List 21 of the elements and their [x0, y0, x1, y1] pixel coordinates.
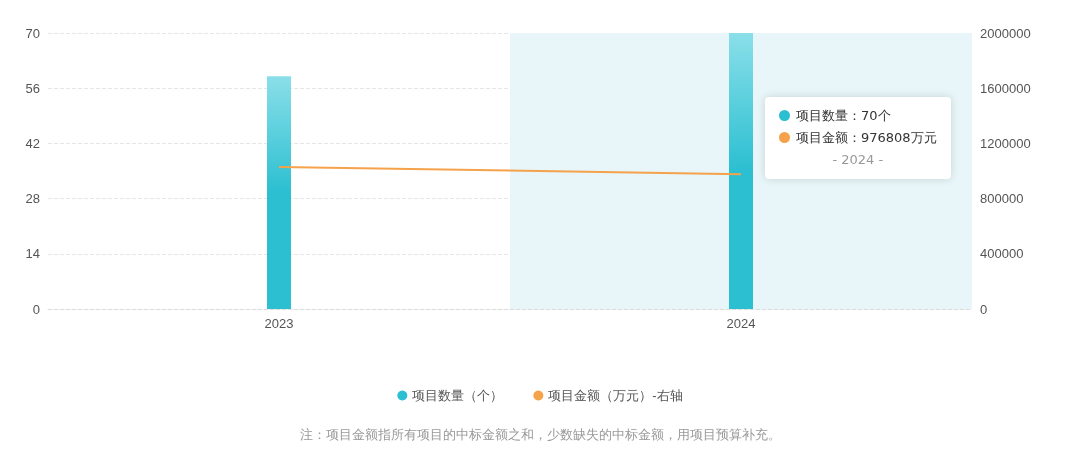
y2-tick-label: 2000000 [980, 25, 1031, 41]
y2-tick-label: 800000 [980, 191, 1024, 207]
tooltip-panel: 项目数量：70个 项目金额：976808万元 - 2024 - [765, 97, 951, 179]
y2-tick-label: 1200000 [980, 135, 1031, 151]
legend-label: 项目数量（个） [412, 388, 504, 403]
y2-tick-label: 400000 [980, 246, 1024, 262]
y-tick-label: 0 [32, 301, 40, 317]
annotation: 项目金额：976808万元 [795, 129, 937, 147]
y2-tick-label: 1600000 [980, 80, 1031, 96]
y-tick-label: 28 [25, 191, 40, 207]
legend-label: 项目金额（万元）-右轴 [548, 388, 683, 403]
annotation: 项目数量：70个 [795, 107, 892, 125]
annotation: - 2024 - [831, 151, 885, 169]
x-tick-label: 2023 [264, 316, 294, 331]
y-tick-label: 70 [25, 25, 40, 41]
x-tick-label: 2024 [726, 316, 756, 331]
text: 注：项目金额指所有项目的中标金额之和，少数缺失的中标金额，用项目预算补充。 [298, 426, 782, 444]
y-tick-label: 14 [25, 246, 40, 262]
y-tick-label: 56 [25, 80, 40, 96]
y-tick-label: 42 [25, 135, 40, 151]
y2-tick-label: 0 [980, 301, 988, 317]
